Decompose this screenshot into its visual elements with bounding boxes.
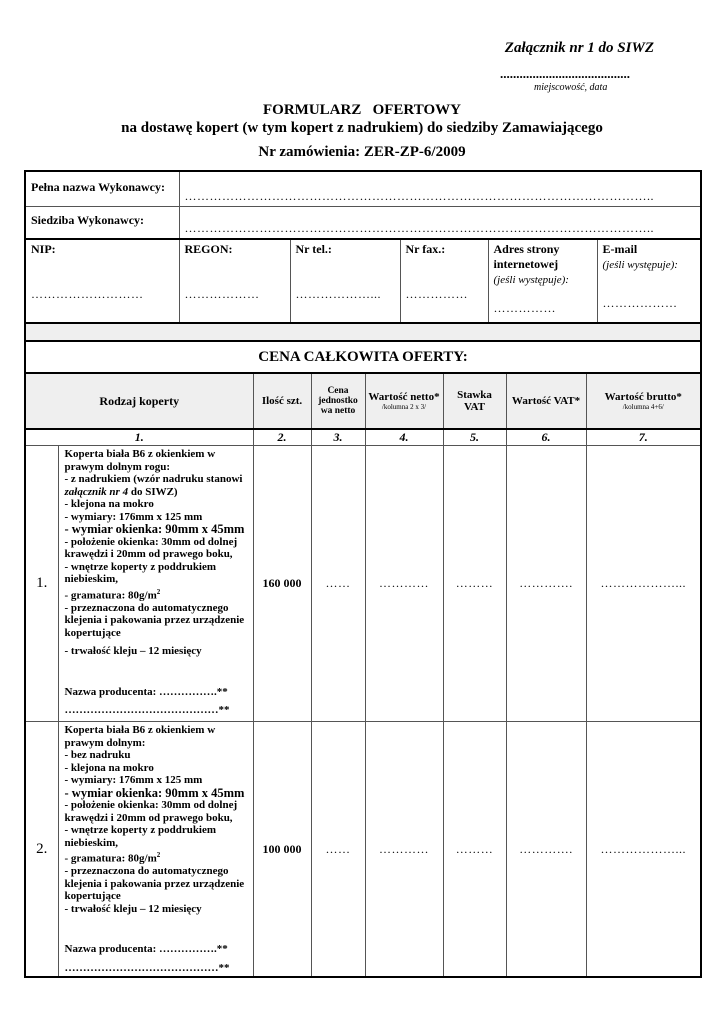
producer-field[interactable]: Nazwa producenta: …………….** (64, 943, 228, 956)
col-header-gross: Wartość brutto*/kolumna 4+6/ (585, 372, 702, 430)
nip-field[interactable]: ……………………… (31, 287, 144, 301)
col-num-6: 6. (505, 428, 587, 446)
email-label: E-mail (602, 242, 638, 256)
order-number: Nr zamówienia: ZER-ZP-6/2009 (258, 144, 466, 160)
table-row: 2. Koperta biała B6 z okienkiem w prawym… (24, 721, 702, 978)
www-cell[interactable]: Adres strony internetowej (jeśli występuj… (487, 238, 598, 324)
separator-row (24, 322, 702, 342)
producer-field[interactable]: Nazwa producenta: …………….** (64, 685, 228, 698)
name-field[interactable]: ………………………………………………………………………………………………….. (178, 170, 702, 207)
col-num-4: 4. (364, 428, 444, 446)
row-vat[interactable]: …………. (505, 445, 587, 722)
place-date-field: ........................................ (500, 66, 630, 81)
contractor-table: Pełna nazwa Wykonawcy:………………………………………………… (24, 170, 703, 342)
col-header-type: Rodzaj koperty (24, 372, 254, 430)
form-subtitle: na dostawę kopert (w tym kopert z nadruk… (121, 120, 603, 136)
row-description: Koperta biała B6 z okienkiem w prawym do… (57, 721, 254, 978)
row-unit-price[interactable]: …… (310, 721, 366, 978)
attachment-label: Załącznik nr 1 do SIWZ (504, 40, 654, 56)
col-header-qty: Ilość szt. (252, 372, 312, 430)
tel-label: Nr tel.: (295, 242, 332, 256)
col-header-net: Wartość netto*/kolumna 2 x 3/ (364, 372, 444, 430)
row-qty: 100 000 (252, 721, 312, 978)
form-title: FORMULARZ OFERTOWY (263, 102, 461, 118)
row-vat[interactable]: …………. (505, 721, 587, 978)
place-date-label: miejscowość, data (534, 82, 608, 93)
email-field[interactable]: ……………… (602, 296, 678, 310)
tel-field[interactable]: ………………... (295, 287, 381, 301)
www-field[interactable]: …………… (493, 301, 556, 315)
fax-cell[interactable]: Nr fax.: …………… (399, 238, 489, 324)
col-num-7: 7. (585, 428, 702, 446)
row-gross[interactable]: ………………... (585, 445, 702, 722)
nip-label: NIP: (31, 242, 56, 256)
regon-cell[interactable]: REGON: ……………… (178, 238, 291, 324)
row-qty: 160 000 (252, 445, 312, 722)
row-vat-rate[interactable]: ……… (442, 721, 507, 978)
regon-field[interactable]: ……………… (184, 287, 260, 301)
col-num-5: 5. (442, 428, 507, 446)
row-unit-price[interactable]: …… (310, 445, 366, 722)
regon-label: REGON: (184, 242, 233, 256)
row-net[interactable]: ………… (364, 445, 444, 722)
col-header-unit-price: Cena jednostko wa netto (310, 372, 366, 430)
row-net[interactable]: ………… (364, 721, 444, 978)
seat-label: Siedziba Wykonawcy: (24, 205, 180, 240)
seat-field[interactable]: ………………………………………………………………………………………………….. (178, 205, 702, 240)
table-row: 1. Koperta biała B6 z okienkiem w prawym… (24, 445, 702, 722)
www-note: (jeśli występuje): (493, 274, 569, 286)
tel-cell[interactable]: Nr tel.: ………………... (289, 238, 401, 324)
row-lp: 2. (24, 721, 59, 978)
col-num-2: 2. (252, 428, 312, 446)
www-label: Adres strony internetowej (493, 242, 560, 271)
col-header-vat-rate: Stawka VAT (442, 372, 507, 430)
name-label: Pełna nazwa Wykonawcy: (24, 170, 180, 207)
row-gross[interactable]: ………………... (585, 721, 702, 978)
col-header-vat: Wartość VAT* (505, 372, 587, 430)
price-section-title: CENA CAŁKOWITA OFERTY: (24, 340, 702, 374)
row-description: Koperta biała B6 z okienkiem w prawym do… (57, 445, 254, 722)
row-lp: 1. (24, 445, 59, 722)
fax-field[interactable]: …………… (405, 287, 468, 301)
email-cell[interactable]: E-mail (jeśli występuje): ……………… (596, 238, 702, 324)
col-num-3: 3. (310, 428, 366, 446)
price-table: CENA CAŁKOWITA OFERTY: Rodzaj koperty Il… (24, 340, 703, 979)
col-num-1: 1. (24, 428, 254, 446)
email-note: (jeśli występuje): (602, 259, 678, 271)
nip-cell[interactable]: NIP: ……………………… (24, 238, 180, 324)
fax-label: Nr fax.: (405, 242, 446, 256)
row-vat-rate[interactable]: ……… (442, 445, 507, 722)
